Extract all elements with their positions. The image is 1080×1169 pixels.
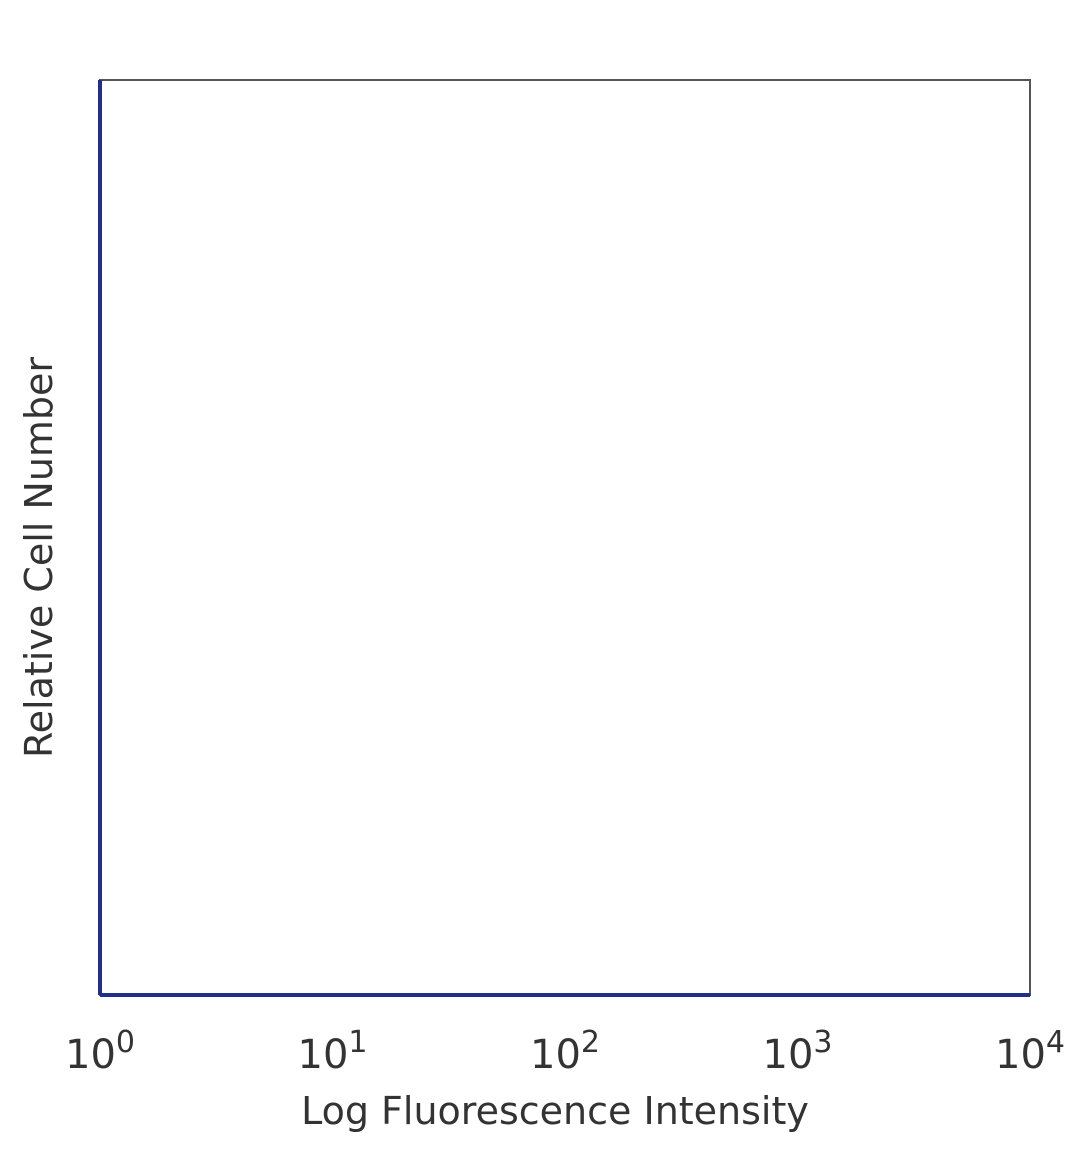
x-tick-exponent: 2 [581, 1025, 600, 1060]
x-tick-exponent: 1 [348, 1025, 367, 1060]
x-tick-base: 10 [763, 1032, 814, 1078]
axes: 100 101 102 103 104 [65, 79, 1065, 1078]
x-tick-base: 10 [995, 1032, 1046, 1078]
x-tick-exponent: 0 [116, 1025, 135, 1060]
x-tick-label: 102 [530, 1025, 600, 1078]
x-tick-base: 10 [298, 1032, 349, 1078]
y-axis-title: Relative Cell Number [17, 357, 61, 758]
x-tick-label: 101 [298, 1025, 368, 1078]
x-tick-label: 104 [995, 1025, 1065, 1078]
x-tick-exponent: 3 [813, 1025, 832, 1060]
x-tick-base: 10 [530, 1032, 581, 1078]
x-tick-label: 103 [763, 1025, 833, 1078]
x-tick-label: 100 [65, 1025, 135, 1078]
x-axis-title: Log Fluorescence Intensity [301, 1089, 809, 1133]
x-tick-exponent: 4 [1046, 1025, 1065, 1060]
x-tick-base: 10 [65, 1032, 116, 1078]
plot-frame [99, 79, 1031, 996]
